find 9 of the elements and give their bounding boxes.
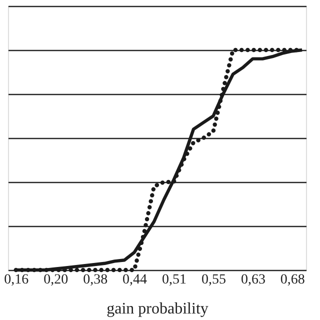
x-tick-label: 0,55 <box>201 272 226 288</box>
x-tick-label: 0,16 <box>4 272 29 288</box>
x-tick-label: 0,44 <box>122 272 148 288</box>
x-tick-label: 0,51 <box>162 272 187 288</box>
x-tick-label: 0,68 <box>280 272 305 288</box>
x-tick-label: 0,20 <box>44 272 68 288</box>
x-tick-label: 0,63 <box>240 272 266 288</box>
x-tick-label: 0,38 <box>83 272 108 288</box>
x-axis-title: gain probability <box>106 300 208 318</box>
